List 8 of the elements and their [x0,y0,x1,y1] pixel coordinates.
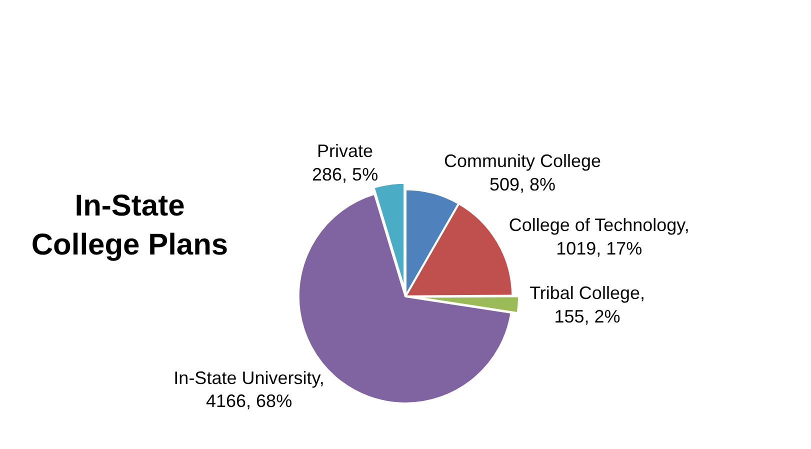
slice-label: Tribal College, 155, 2% [530,283,645,326]
slice-label: Community College [444,150,602,171]
slice-label: College of Technology, 1019, 17% [508,215,690,259]
data-label: 286, 5% [312,164,378,184]
slice-label: Private [317,141,374,162]
slice-label: In-State University, 4166, 68% [174,368,324,412]
text: In-State College Plans [31,190,228,262]
data-label: 509, 8% [489,174,556,194]
